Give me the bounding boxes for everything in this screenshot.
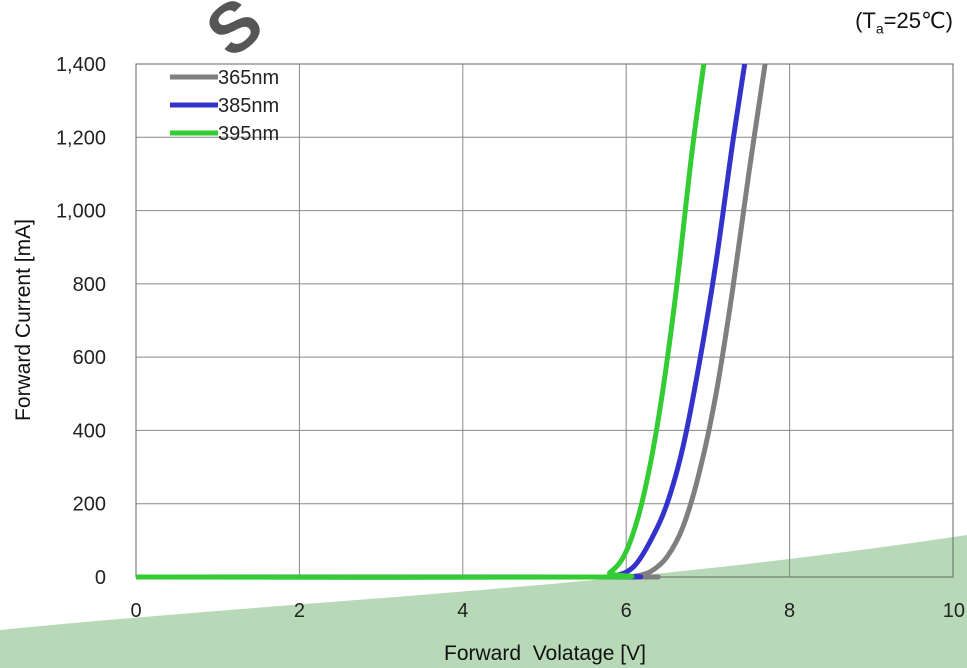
x-axis-title: Forward Volatage [V] <box>444 642 646 665</box>
y-axis-title: Forward Current [mA] <box>12 219 35 421</box>
x-tick-label: 6 <box>621 600 632 622</box>
y-tick-label: 1,000 <box>56 201 106 223</box>
y-tick-label: 0 <box>95 567 106 589</box>
x-tick-label: 0 <box>130 600 141 622</box>
y-tick-label: 600 <box>73 347 106 369</box>
x-tick-label: 8 <box>784 600 795 622</box>
y-tick-label: 400 <box>73 420 106 442</box>
grid <box>135 63 954 578</box>
temperature-condition: (Ta=25℃) <box>855 8 953 37</box>
legend: 365nm 385nm 395nm <box>170 67 279 145</box>
watermark: S <box>192 0 277 72</box>
y-tick-label: 800 <box>73 274 106 296</box>
data-lines <box>135 63 768 580</box>
legend-label: 385nm <box>218 95 279 117</box>
x-tick-label: 4 <box>457 600 468 622</box>
background-swoosh <box>0 535 967 668</box>
legend-label: 365nm <box>218 67 279 89</box>
x-tick-label: 2 <box>294 600 305 622</box>
y-axis-ticks: 0 200 400 600 800 1,000 1,200 1,400 <box>56 54 106 589</box>
legend-label: 395nm <box>218 123 279 145</box>
x-tick-label: 10 <box>943 600 965 622</box>
series-line-395nm <box>135 63 707 580</box>
y-tick-label: 1,400 <box>56 54 106 76</box>
y-tick-label: 1,200 <box>56 127 106 149</box>
x-axis-ticks: 0 2 4 6 8 10 <box>130 600 965 622</box>
y-tick-label: 200 <box>73 494 106 516</box>
